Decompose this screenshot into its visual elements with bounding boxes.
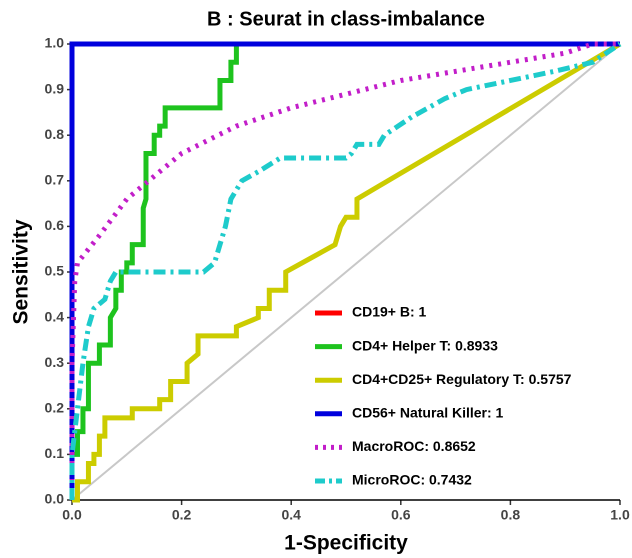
- y-tick-label: 0.4: [45, 308, 65, 324]
- y-axis-label: Sensitivity: [10, 219, 33, 324]
- y-tick-label: 1.0: [45, 35, 65, 51]
- y-tick-label: 0.8: [45, 126, 65, 142]
- y-tick-label: 0.9: [45, 80, 65, 96]
- roc-line: [69, 41, 620, 500]
- y-tick-label: 0.3: [45, 354, 65, 370]
- x-tick-label: 0.0: [62, 507, 82, 523]
- legend-label: CD19+ B: 1: [352, 304, 427, 320]
- x-axis-label: 1-Specificity: [284, 532, 408, 555]
- diagonal-reference: [71, 43, 621, 501]
- roc-line: [69, 41, 620, 500]
- legend-label: CD4+CD25+ Regulatory T: 0.5757: [352, 371, 572, 387]
- y-tick-label: 0.2: [45, 400, 65, 416]
- y-tick-label: 0.7: [45, 172, 65, 188]
- legend-label: CD4+ Helper T: 0.8933: [352, 337, 498, 353]
- legend-label: MacroROC: 0.8652: [352, 438, 476, 454]
- x-tick-label: 0.4: [281, 507, 301, 523]
- chart-title: B : Seurat in class-imbalance: [207, 8, 485, 30]
- legend-label: MicroROC: 0.7432: [352, 472, 472, 488]
- roc-line: [72, 41, 622, 503]
- x-tick-label: 0.8: [501, 507, 521, 523]
- x-tick-label: 1.0: [610, 507, 630, 523]
- x-tick-label: 0.2: [172, 507, 192, 523]
- y-tick-label: 0.5: [45, 263, 65, 279]
- roc-line: [69, 41, 622, 500]
- y-tick-label: 0.1: [45, 445, 65, 461]
- y-tick-label: 0.0: [45, 491, 65, 507]
- x-tick-label: 0.6: [391, 507, 411, 523]
- legend-label: CD56+ Natural Killer: 1: [352, 405, 504, 421]
- roc-line: [69, 41, 620, 500]
- y-tick-label: 0.6: [45, 217, 65, 233]
